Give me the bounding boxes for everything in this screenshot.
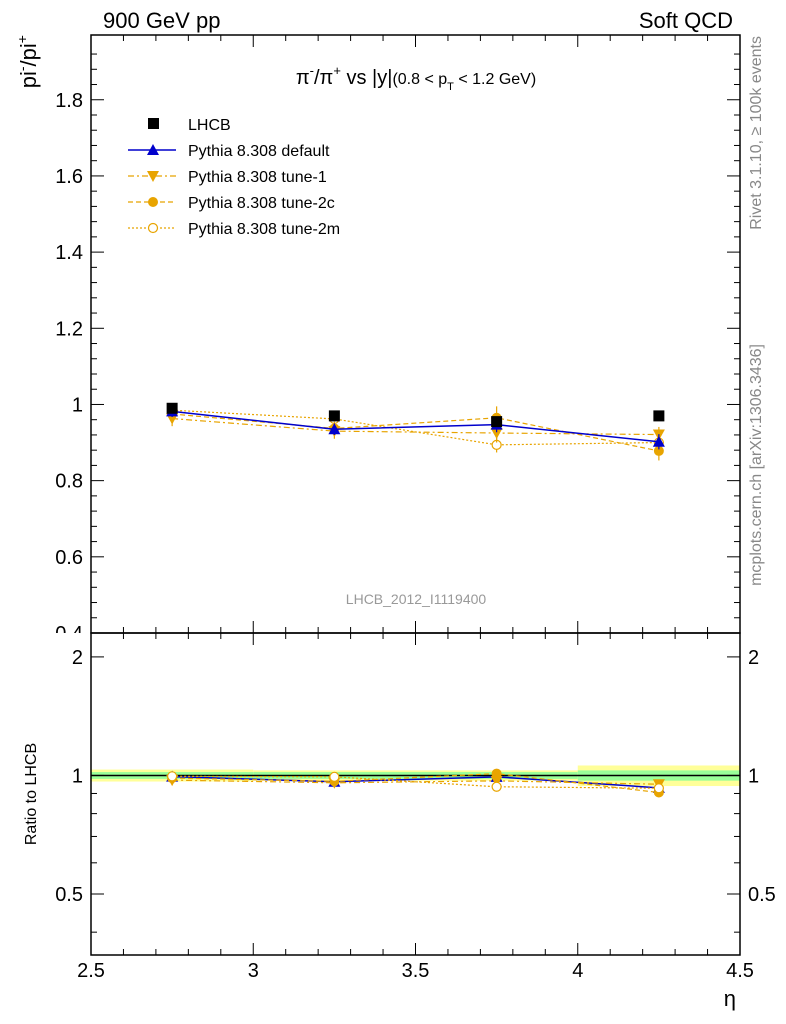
- series-pythia-8-308-default: [166, 405, 665, 450]
- legend-marker-tune-2c: [148, 197, 158, 207]
- y-tick-label: 1: [72, 394, 83, 416]
- ratio-line-pythia-8-308-tune-2m: [172, 775, 659, 789]
- ratio-data-layer: [166, 768, 665, 798]
- legend-label-tune-1: Pythia 8.308 tune-1: [188, 169, 327, 186]
- header-left: 900 GeV pp: [103, 8, 220, 33]
- ratio-point-pythia-8-308-tune-2m: [491, 781, 502, 792]
- y-tick-label: 0.8: [55, 471, 83, 493]
- y-tick-label: 1.6: [55, 166, 83, 188]
- x-tick-label: 2.5: [77, 960, 105, 982]
- main-data-layer: [166, 402, 665, 461]
- series-line-pythia-8-308-default: [172, 410, 659, 443]
- y-tick-label: 1.2: [55, 318, 83, 340]
- x-tick-label: 4.5: [726, 960, 754, 982]
- data-point-lhcb: [491, 416, 503, 428]
- ratio-line-pythia-8-308-tune-2c: [172, 772, 659, 794]
- main-plot-title: π-/π+ vs |y|(0.8 < pT < 1.2 GeV): [296, 63, 536, 93]
- y-tick-label: 1.8: [55, 90, 83, 112]
- data-point-lhcb: [166, 402, 178, 414]
- data-point-pythia-8-308-tune-1: [490, 428, 503, 440]
- x-tick-label: 3: [248, 960, 259, 982]
- data-point-pythia-8-308-default: [652, 435, 665, 447]
- main-y-axis-label: pi-/pi+: [14, 35, 41, 88]
- y-tick-label-partial: 0.4: [55, 623, 83, 645]
- ratio-series-pythia-8-308-tune-2m: [167, 771, 664, 794]
- x-axis-label: η: [724, 986, 736, 1011]
- ratio-y-tick-label: 2: [72, 647, 83, 669]
- ratio-y-tick-label: 0.5: [55, 884, 83, 906]
- ratio-y-axis-label: Ratio to LHCB: [23, 743, 40, 845]
- series-pythia-8-308-tune-2m: [167, 404, 664, 453]
- ratio-point-pythia-8-308-tune-1: [490, 775, 503, 787]
- ratio-point-pythia-8-308-tune-2m: [167, 771, 178, 782]
- legend-marker-tune-2m: [147, 222, 159, 234]
- y-tick-label: 0.6: [55, 547, 83, 569]
- series-lhcb: [166, 402, 665, 428]
- ratio-plot-frame: [90, 632, 741, 956]
- mcplots-label: mcplots.cern.ch [arXiv:1306.3436]: [748, 344, 765, 586]
- legend: LHCB Pythia 8.308 default Pythia 8.308 t…: [128, 117, 340, 238]
- ratio-point-pythia-8-308-tune-2m: [329, 771, 340, 782]
- ratio-y-tick-label-right: 0.5: [748, 884, 776, 906]
- rivet-label: Rivet 3.1.10, ≥ 100k events: [748, 36, 765, 230]
- y-tick-label: 1.4: [55, 242, 83, 264]
- legend-label-default: Pythia 8.308 default: [188, 143, 330, 160]
- legend-marker-tune-1: [147, 171, 159, 182]
- ratio-uncertainty-band: [91, 765, 740, 787]
- legend-marker-lhcb: [148, 118, 159, 129]
- ratio-axis-ticks: 2.5 3 3.5 4 4.5 0.5 0.5 1 1 2 2: [55, 633, 776, 982]
- data-point-lhcb: [328, 410, 340, 422]
- x-tick-label: 3.5: [402, 960, 430, 982]
- legend-marker-default: [147, 144, 159, 155]
- ratio-point-pythia-8-308-tune-2c: [491, 768, 502, 779]
- data-point-pythia-8-308-tune-2c: [653, 445, 664, 456]
- ratio-y-tick-label: 1: [72, 765, 83, 787]
- main-axis-ticks: 0.6 0.8 1 1.2 1.4 1.6 1.8 0.4: [55, 35, 741, 645]
- legend-label-lhcb: LHCB: [188, 117, 231, 134]
- data-point-lhcb: [653, 410, 665, 422]
- data-point-pythia-8-308-default: [328, 423, 341, 435]
- ratio-line-pythia-8-308-tune-1: [172, 779, 659, 785]
- header-right: Soft QCD: [639, 8, 733, 33]
- analysis-watermark: LHCB_2012_I1119400: [346, 591, 487, 607]
- legend-label-tune-2m: Pythia 8.308 tune-2m: [188, 221, 340, 238]
- ratio-point-pythia-8-308-tune-2m: [653, 783, 664, 794]
- legend-label-tune-2c: Pythia 8.308 tune-2c: [188, 195, 335, 212]
- x-tick-label: 4: [572, 960, 583, 982]
- ratio-y-tick-label-right: 1: [748, 765, 759, 787]
- ratio-y-tick-label-right: 2: [748, 647, 759, 669]
